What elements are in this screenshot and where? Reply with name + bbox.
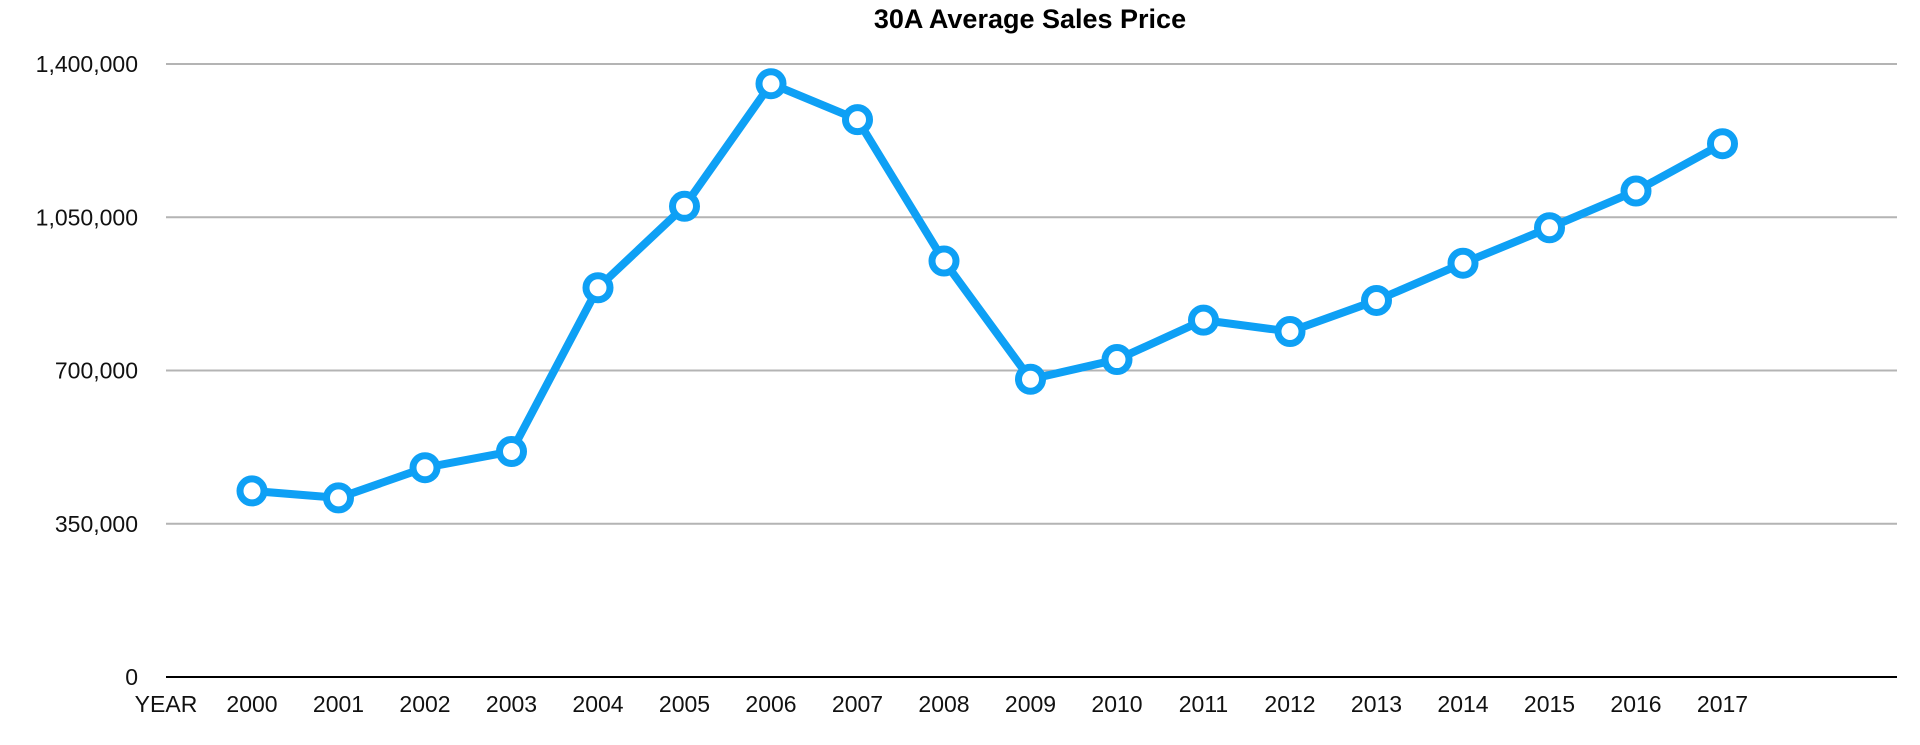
x-tick-label: 2002	[399, 691, 450, 717]
chart-title: 30A Average Sales Price	[874, 4, 1186, 34]
x-tick-label: 2010	[1091, 691, 1142, 717]
y-axis-ticks: 0 350,000 700,000 1,050,000 1,400,000	[36, 51, 138, 690]
data-point	[323, 482, 354, 514]
data-point	[1274, 316, 1306, 348]
x-tick-label: 2006	[745, 691, 796, 717]
x-tick-label: 2017	[1697, 691, 1748, 717]
x-tick-label: 2015	[1524, 691, 1575, 717]
x-tick-label: 2005	[659, 691, 710, 717]
data-point	[582, 272, 614, 304]
data-point	[236, 475, 268, 507]
data-point	[1361, 284, 1392, 316]
y-tick-label: 350,000	[55, 511, 138, 537]
data-point	[755, 68, 787, 100]
data-point	[1101, 344, 1133, 376]
x-tick-label: 2012	[1264, 691, 1315, 717]
x-tick-label: 2004	[572, 691, 623, 717]
x-tick-label: 2000	[226, 691, 277, 717]
x-axis-label: YEAR	[135, 691, 198, 717]
data-point	[1620, 175, 1652, 207]
x-tick-label: 2009	[1005, 691, 1056, 717]
data-point	[928, 245, 960, 277]
data-point	[1707, 128, 1738, 160]
data-point	[496, 436, 527, 468]
data-point	[1534, 212, 1565, 244]
x-tick-label: 2016	[1610, 691, 1661, 717]
y-tick-label: 700,000	[55, 358, 138, 384]
x-tick-label: 2001	[313, 691, 364, 717]
series	[236, 68, 1738, 514]
series-line	[248, 79, 1727, 502]
data-point	[669, 190, 700, 222]
x-tick-label: 2008	[918, 691, 969, 717]
data-point	[1188, 304, 1219, 336]
x-axis-ticks: 2000 2001 2002 2003 2004 2005 2006 2007 2008 2009…	[226, 691, 1748, 717]
y-tick-label: 0	[125, 664, 138, 690]
data-point	[842, 104, 873, 136]
x-tick-label: 2014	[1437, 691, 1488, 717]
y-tick-label: 1,400,000	[36, 51, 138, 77]
x-tick-label: 2003	[486, 691, 537, 717]
data-point	[409, 452, 441, 484]
x-tick-label: 2007	[832, 691, 883, 717]
data-point	[1447, 247, 1479, 279]
y-tick-label: 1,050,000	[36, 204, 138, 230]
x-tick-label: 2013	[1351, 691, 1402, 717]
data-point	[1015, 363, 1046, 395]
x-tick-label: 2011	[1179, 691, 1228, 717]
gridlines	[166, 63, 1897, 525]
